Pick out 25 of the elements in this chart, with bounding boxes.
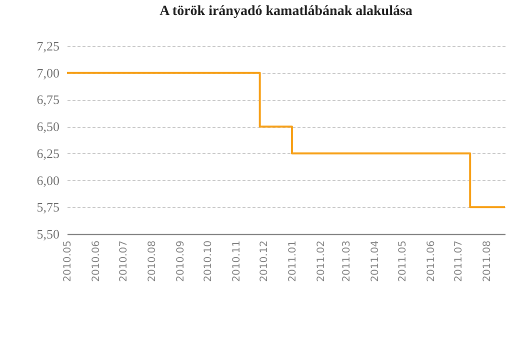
x-tick-label: 2011.01 <box>287 240 298 282</box>
y-tick-label: 7,25 <box>36 38 60 54</box>
x-tick-label: 2010.11 <box>231 240 242 282</box>
y-tick-label: 5,50 <box>36 226 60 242</box>
x-tick-label: 2011.04 <box>370 240 382 282</box>
y-tick-label: 6,50 <box>36 119 60 134</box>
x-tick-label: 2010.09 <box>175 240 186 282</box>
x-tick-label: 2010.07 <box>118 240 130 282</box>
y-tick-label: 6,25 <box>36 146 60 161</box>
x-tick-label: 2010.05 <box>62 240 74 282</box>
chart-title: A török irányadó kamatlábának alakulása <box>160 4 412 19</box>
y-tick-label: 6,75 <box>36 92 60 108</box>
y-tick-label: 5,75 <box>36 200 60 215</box>
x-tick-label: 2010.06 <box>90 240 102 282</box>
x-tick-label: 2011.02 <box>316 240 327 282</box>
y-tick-label: 6,00 <box>36 172 60 188</box>
x-tick-label: 2010.10 <box>202 240 214 282</box>
y-tick-label: 7,00 <box>36 65 60 80</box>
x-tick-label: 2011.07 <box>454 240 465 282</box>
x-tick-label: 2010.08 <box>146 240 158 282</box>
x-tick-label: 2011.05 <box>398 240 409 282</box>
x-tick-label: 2011.06 <box>426 240 438 282</box>
x-tick-label: 2010.12 <box>259 240 270 282</box>
x-tick-label: 2011.08 <box>482 240 494 282</box>
x-tick-label: 2011.03 <box>342 240 353 282</box>
